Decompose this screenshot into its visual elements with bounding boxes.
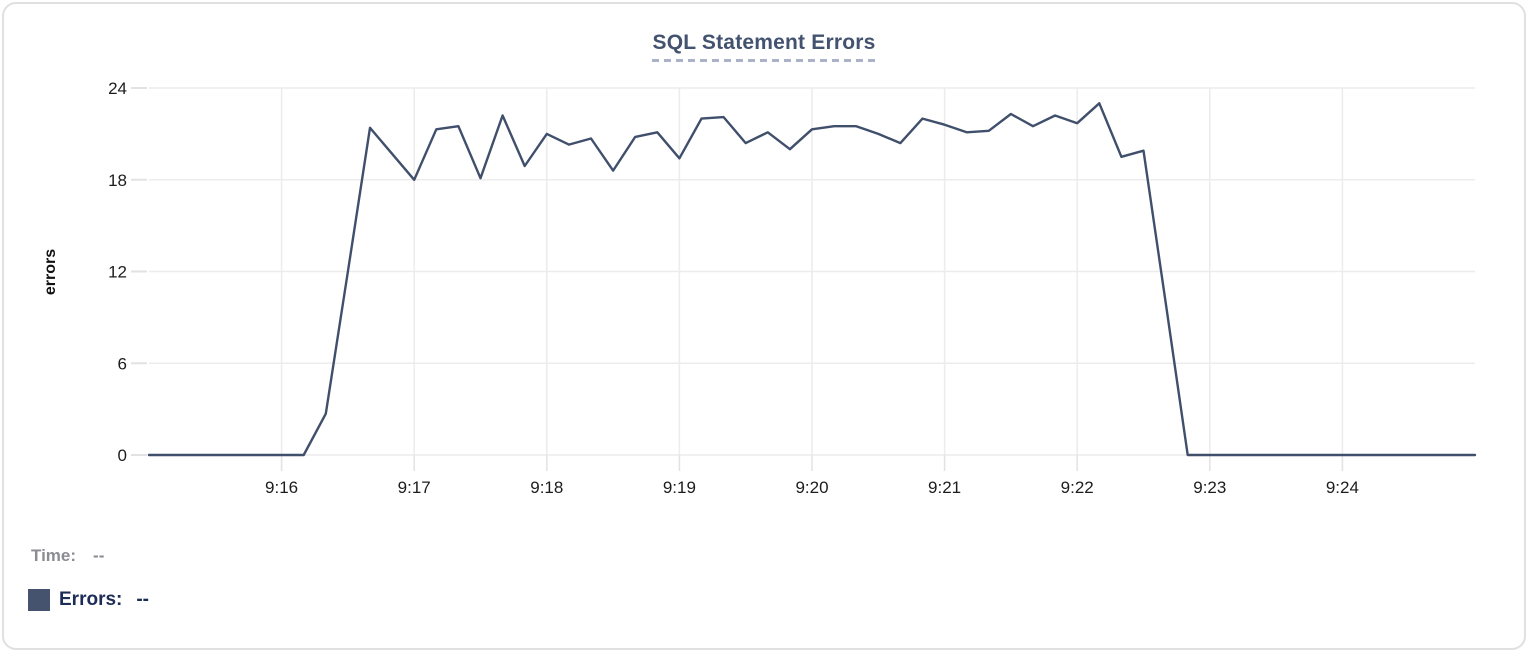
y-tick-label: 24 [108,79,127,98]
errors-line-chart[interactable]: 0 6 12 18 24 9:16 9:17 9:18 9:19 9:20 9:21 9:22 9:23… [4,4,1528,516]
x-tick-label: 9:16 [265,478,298,497]
legend-errors-label: Errors: [59,589,123,610]
x-tick-label: 9:24 [1326,478,1359,497]
x-tick-label: 9:20 [795,478,828,497]
tooltip-time-label: Time: [31,546,77,565]
x-tick-label: 9:18 [530,478,563,497]
legend-errors-value: -- [136,589,150,610]
chart-header: SQL Statement Errors [4,31,1524,62]
x-tick-label: 9:22 [1061,478,1094,497]
x-tick-label: 9:21 [928,478,961,497]
errors-line [147,102,1477,457]
x-tick-label: 9:17 [398,478,431,497]
y-tick-label: 12 [108,263,127,282]
y-tick-label: 6 [118,354,127,373]
x-tick-label: 9:19 [663,478,696,497]
errors-series-swatch [28,589,50,611]
tooltip-time-row: Time: -- [31,546,104,566]
legend-errors-row: Errors: -- [28,589,149,611]
tooltip-time-value: -- [93,546,105,565]
y-tick-label: 18 [108,171,127,190]
chart-title[interactable]: SQL Statement Errors [652,31,876,62]
x-tick-label: 9:23 [1193,478,1226,497]
y-tick-label: 0 [118,446,127,465]
